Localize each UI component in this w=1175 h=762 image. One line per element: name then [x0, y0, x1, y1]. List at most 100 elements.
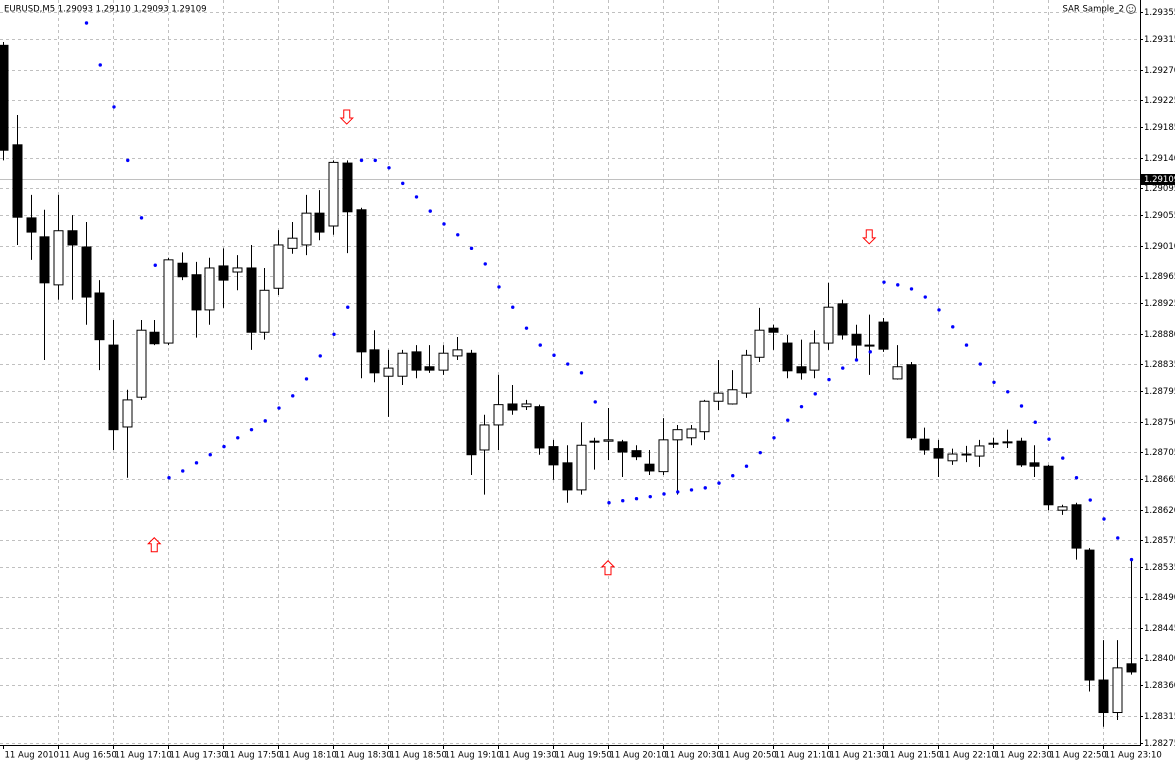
- candle-body: [39, 236, 50, 284]
- sar-dot: [98, 63, 102, 67]
- sar-dot: [662, 492, 666, 496]
- x-tick-label: 11 Aug 20:10: [610, 751, 667, 761]
- sar-dot: [249, 427, 254, 432]
- candle-body: [94, 292, 105, 341]
- sar-dot: [414, 195, 419, 199]
- candle-body: [397, 352, 408, 377]
- candle-body: [163, 259, 174, 344]
- candle-body: [589, 440, 600, 443]
- y-tick-label: 1.29270: [1144, 66, 1175, 76]
- sar-dot: [442, 222, 446, 226]
- symbol-info: EURUSD,M5 1.29093 1.29110 1.29093 1.2910…: [4, 5, 207, 15]
- y-tick-label: 1.29355: [1144, 8, 1175, 18]
- candle-body: [741, 354, 752, 394]
- candle-body: [548, 446, 559, 466]
- y-tick-label: 1.28925: [1144, 299, 1175, 309]
- candle-body: [108, 344, 119, 431]
- sar-dot: [951, 325, 955, 329]
- x-tick-label: 11 Aug 2010: [5, 751, 59, 761]
- candle-body: [672, 429, 683, 441]
- candle-body: [1029, 462, 1040, 467]
- y-tick-label: 1.28315: [1144, 712, 1175, 722]
- candle-body: [507, 403, 518, 411]
- sar-dot: [607, 501, 611, 505]
- candle-body: [644, 463, 655, 472]
- candle-body: [617, 441, 628, 453]
- sar-dot: [112, 105, 116, 109]
- candle-body: [1098, 679, 1109, 714]
- x-tick-label: 11 Aug 19:50: [555, 751, 612, 761]
- candle-body: [356, 209, 367, 353]
- sar-dot: [896, 283, 900, 287]
- x-tick-label: 11 Aug 17:10: [115, 751, 172, 761]
- candle-body: [727, 389, 738, 405]
- candle-body: [149, 331, 160, 345]
- candle-body: [1112, 667, 1123, 714]
- y-tick-label: 1.28575: [1144, 536, 1175, 546]
- candle-body: [1126, 663, 1137, 673]
- candle-body: [906, 364, 917, 439]
- sar-dot: [758, 450, 762, 455]
- candle-body: [12, 144, 23, 218]
- x-tick-label: 11 Aug 23:10: [1105, 751, 1162, 761]
- sar-dot: [387, 166, 391, 170]
- candle-body: [411, 351, 422, 371]
- sar-dot: [469, 246, 474, 251]
- candle-body: [1002, 441, 1013, 444]
- sar-dot: [1074, 476, 1079, 480]
- x-tick-label: 11 Aug 22:50: [1050, 751, 1107, 761]
- y-tick-label: 1.29055: [1144, 211, 1175, 221]
- sar-dot: [1006, 390, 1010, 394]
- candle-body: [342, 162, 353, 213]
- current-price-label: 1.29109: [1144, 175, 1175, 185]
- candle-body: [479, 424, 490, 451]
- x-tick-label: 11 Aug 16:50: [60, 751, 117, 761]
- smiley-icon: [1126, 4, 1136, 14]
- candle-body: [53, 230, 64, 286]
- candle-body: [1071, 504, 1082, 549]
- x-tick-label: 11 Aug 22:30: [995, 751, 1052, 761]
- candle-body: [383, 367, 394, 377]
- sar-dot: [511, 305, 515, 309]
- candle-body: [177, 262, 188, 278]
- candle-body: [631, 450, 642, 458]
- candle-body: [919, 438, 930, 451]
- y-tick-label: 1.28705: [1144, 448, 1175, 458]
- sar-dot: [799, 404, 804, 409]
- sar-dot: [373, 158, 377, 163]
- sar-dot: [676, 490, 680, 494]
- sar-dot: [291, 394, 295, 398]
- candle-body: [452, 349, 463, 357]
- x-tick-label: 11 Aug 22:10: [940, 751, 997, 761]
- sar-dot: [813, 392, 817, 396]
- sar-dot: [992, 380, 996, 385]
- sar-dot: [689, 488, 694, 492]
- sar-dot: [978, 362, 982, 366]
- y-tick-label: 1.28400: [1144, 654, 1175, 664]
- sar-dot: [579, 371, 584, 375]
- candle-body: [699, 400, 710, 433]
- candle-body: [67, 230, 78, 246]
- candle-body: [796, 366, 807, 374]
- sar-dot: [401, 181, 405, 186]
- candle-body: [521, 403, 532, 408]
- sar-dot: [538, 343, 542, 347]
- sar-dot: [868, 350, 872, 354]
- sar-dot: [937, 308, 941, 312]
- buy-arrow: [600, 560, 616, 576]
- candle-body: [658, 439, 669, 473]
- sar-dot: [621, 499, 625, 503]
- x-tick-label: 11 Aug 18:10: [280, 751, 337, 761]
- buy-arrow: [147, 537, 162, 553]
- sar-dot: [332, 332, 336, 336]
- sar-dot: [428, 209, 432, 213]
- sar-dot: [456, 233, 460, 237]
- sar-dot: [1102, 517, 1106, 521]
- candle-body: [287, 237, 298, 249]
- sar-dot: [277, 406, 281, 410]
- sar-dot: [731, 473, 735, 478]
- y-tick-label: 1.29010: [1144, 242, 1175, 252]
- candle-body: [1016, 440, 1027, 466]
- sar-dot: [84, 21, 89, 25]
- y-tick-label: 1.29140: [1144, 154, 1175, 164]
